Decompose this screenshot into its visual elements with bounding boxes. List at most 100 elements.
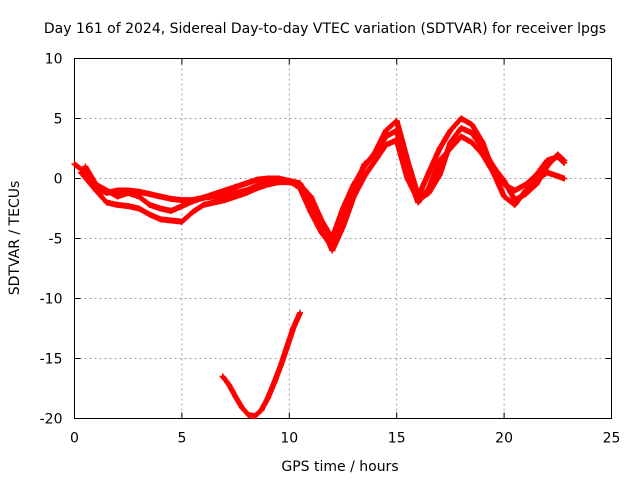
data-point: [277, 362, 284, 369]
data-point: [372, 149, 379, 156]
data-point: [350, 193, 357, 200]
data-point: [290, 324, 297, 331]
data-point: [436, 171, 443, 178]
data-point: [125, 189, 132, 196]
data-point: [490, 163, 497, 170]
x-tick-label: 20: [495, 431, 513, 447]
data-point: [479, 145, 486, 152]
data-point: [114, 193, 121, 200]
data-point: [447, 127, 454, 134]
data-point: [157, 193, 164, 200]
data-point: [168, 195, 175, 202]
x-tick-label: 25: [603, 431, 621, 447]
data-point: [522, 191, 529, 198]
y-tick-label: -10: [40, 292, 63, 308]
data-point: [232, 393, 239, 400]
data-point: [415, 197, 422, 204]
series-markers: [71, 127, 568, 250]
y-tick-label: -5: [49, 232, 63, 248]
data-point: [544, 163, 551, 170]
data-point: [77, 169, 84, 176]
data-point: [533, 181, 540, 188]
data-point: [425, 189, 432, 196]
data-point: [436, 145, 443, 152]
series-markers: [219, 309, 303, 420]
data-point: [393, 137, 400, 144]
data-point: [284, 343, 291, 350]
data-point: [178, 203, 185, 210]
data-point: [271, 379, 278, 386]
data-point: [71, 161, 78, 168]
data-point: [511, 197, 518, 204]
data-point: [114, 201, 121, 208]
data-point: [243, 187, 250, 194]
data-point: [275, 179, 282, 186]
data-point: [361, 163, 368, 170]
data-point: [501, 193, 508, 200]
data-point: [146, 191, 153, 198]
data-point: [340, 223, 346, 230]
data-point: [114, 187, 121, 194]
data-point: [92, 181, 99, 188]
data-point: [168, 217, 175, 224]
data-point: [468, 121, 475, 128]
series-track-d: [219, 309, 304, 420]
data-point: [200, 201, 207, 208]
data-point: [286, 177, 293, 184]
data-point: [258, 407, 265, 414]
data-point: [318, 221, 325, 228]
y-tick-label: 10: [45, 52, 63, 68]
data-point: [92, 187, 99, 194]
x-axis-label: GPS time / hours: [281, 459, 398, 475]
data-point: [178, 218, 185, 225]
data-point: [103, 187, 110, 194]
data-point: [297, 309, 304, 316]
data-point: [340, 205, 346, 212]
data-point: [554, 151, 561, 158]
data-point: [350, 181, 357, 188]
data-point: [243, 180, 250, 187]
data-point: [135, 193, 142, 200]
data-point: [458, 133, 465, 140]
y-tick-label: 5: [54, 112, 63, 128]
x-tick-label: 5: [177, 431, 186, 447]
data-point: [468, 129, 475, 136]
data-point: [219, 373, 226, 380]
data-point: [168, 207, 175, 214]
data-point: [211, 193, 218, 200]
data-point: [382, 127, 389, 134]
data-point: [200, 194, 207, 201]
data-point: [189, 209, 196, 216]
series-track-c: [82, 125, 568, 254]
data-point: [361, 173, 368, 180]
data-point: [522, 181, 529, 188]
data-point: [458, 125, 465, 132]
data-point: [221, 192, 228, 199]
y-tick-label: 0: [54, 172, 63, 188]
data-point: [254, 182, 261, 189]
y-tick-label: -15: [40, 352, 63, 368]
data-point: [157, 216, 164, 223]
data-point: [239, 404, 246, 411]
x-axis: 0 5 10 15 20 25: [70, 58, 621, 447]
data-point: [458, 115, 465, 122]
data-point: [178, 197, 185, 204]
data-point: [103, 199, 110, 206]
data-point: [372, 157, 379, 164]
data-point: [146, 201, 153, 208]
y-axis: -20 -15 -10 -5 0 5 10: [40, 52, 612, 428]
data-point: [189, 198, 196, 205]
y-axis-label: SDTVAR / TECUs: [7, 181, 23, 296]
data-point: [264, 395, 271, 402]
data-point: [135, 205, 142, 212]
data-point: [533, 171, 540, 178]
data-point: [245, 411, 252, 418]
data-point: [232, 189, 239, 196]
data-point: [226, 381, 233, 388]
data-point: [211, 199, 218, 206]
data-point: [447, 139, 454, 146]
data-point: [146, 211, 153, 218]
data-point: [501, 177, 508, 184]
x-tick-label: 15: [388, 431, 406, 447]
data-point: [511, 187, 518, 194]
